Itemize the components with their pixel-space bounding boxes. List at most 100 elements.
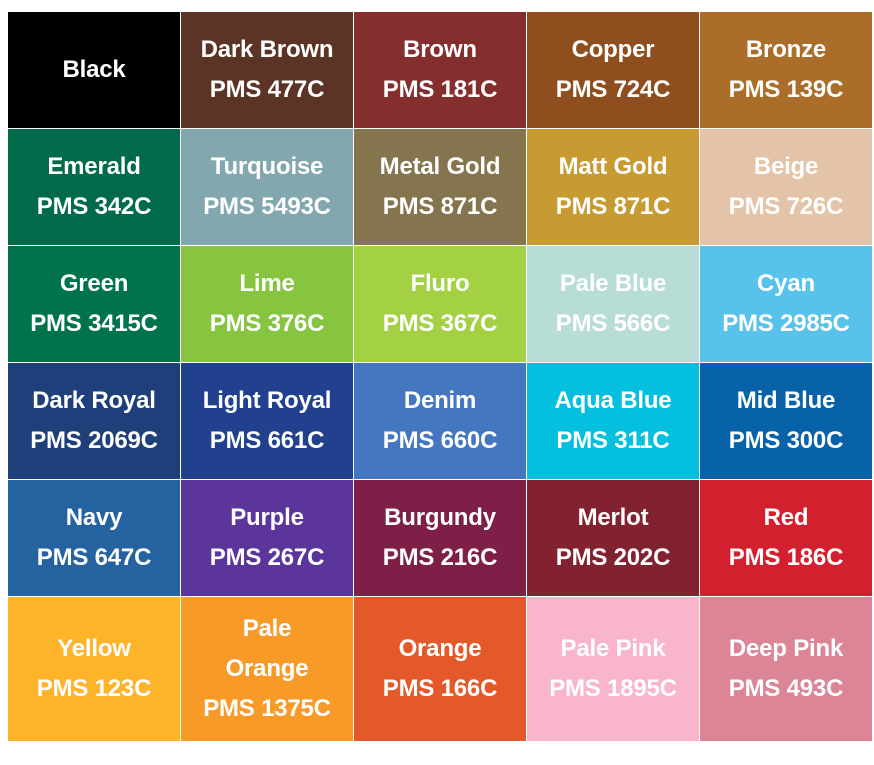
color-swatch: Metal Gold PMS 871C — [354, 129, 526, 245]
swatch-pms-code: PMS 477C — [209, 76, 325, 103]
swatch-color-name: Mid Blue — [736, 381, 836, 421]
swatch-pms-code: PMS 2069C — [30, 427, 158, 454]
color-swatch: Burgundy PMS 216C — [354, 480, 526, 596]
swatch-color-name: Purple — [230, 498, 304, 538]
color-swatch: Purple PMS 267C — [181, 480, 353, 596]
swatch-color-name-line: Denim — [403, 387, 477, 414]
swatch-color-name: Merlot — [578, 498, 649, 538]
swatch-color-name: Cyan — [757, 264, 815, 304]
color-swatch: Lime PMS 376C — [181, 246, 353, 362]
color-swatch: Brown PMS 181C — [354, 12, 526, 128]
swatch-color-name-line: Metal Gold — [379, 153, 501, 180]
color-swatch: Beige PMS 726C — [700, 129, 872, 245]
swatch-color-name-line: Dark Royal — [32, 387, 156, 414]
swatch-color-name: Green — [60, 264, 129, 304]
swatch-pms-code: PMS 661C — [209, 427, 325, 454]
swatch-pms-code: PMS 5493C — [203, 193, 331, 220]
swatch-color-name: Lime — [239, 264, 294, 304]
swatch-color-name-line: Red — [763, 504, 809, 531]
swatch-pms-code: PMS 300C — [728, 427, 844, 454]
color-swatch: Light Royal PMS 661C — [181, 363, 353, 479]
color-swatch: Dark Brown PMS 477C — [181, 12, 353, 128]
color-swatch: Merlot PMS 202C — [527, 480, 699, 596]
color-swatch: Bronze PMS 139C — [700, 12, 872, 128]
swatch-color-name: Metal Gold — [380, 147, 501, 187]
color-swatch: Cyan PMS 2985C — [700, 246, 872, 362]
swatch-pms-code: PMS 216C — [382, 544, 498, 571]
swatch-color-name-line: Matt Gold — [558, 153, 668, 180]
swatch-color-name: Fluro — [411, 264, 470, 304]
swatch-color-name-line: Yellow — [57, 635, 131, 662]
swatch-color-name: Dark Brown — [201, 30, 334, 70]
swatch-pms-code: PMS 1375C — [203, 695, 331, 722]
swatch-pms-code: PMS 367C — [382, 310, 498, 337]
color-swatch: Pale Pink PMS 1895C — [527, 597, 699, 741]
swatch-color-name-line: Copper — [571, 36, 655, 63]
color-swatch: Red PMS 186C — [700, 480, 872, 596]
swatch-color-name-line: Light Royal — [202, 387, 332, 414]
color-swatch: Orange PMS 166C — [354, 597, 526, 741]
swatch-color-name: Burgundy — [384, 498, 496, 538]
swatch-color-name: Deep Pink — [729, 629, 843, 669]
swatch-color-name: Orange — [399, 629, 482, 669]
swatch-color-name: Light Royal — [202, 381, 332, 421]
swatch-pms-code: PMS 1895C — [549, 675, 677, 702]
swatch-color-name-line: Cyan — [757, 270, 815, 297]
swatch-color-name: Red — [764, 498, 809, 538]
color-swatch: Copper PMS 724C — [527, 12, 699, 128]
color-swatch: Fluro PMS 367C — [354, 246, 526, 362]
swatch-pms-code: PMS 2985C — [722, 310, 850, 337]
color-swatch: Yellow PMS 123C — [8, 597, 180, 741]
swatch-color-name: Navy — [66, 498, 123, 538]
swatch-pms-code: PMS 566C — [555, 310, 671, 337]
swatch-color-name: Emerald — [47, 147, 141, 187]
swatch-color-name-line: Black — [62, 56, 126, 83]
swatch-pms-code: PMS 726C — [728, 193, 844, 220]
color-swatch: Denim PMS 660C — [354, 363, 526, 479]
swatch-color-name-line: Turquoise — [210, 153, 324, 180]
swatch-pms-code: PMS 342C — [36, 193, 152, 220]
swatch-color-name-line: Bronze — [745, 36, 827, 63]
swatch-color-name-line: Lime — [239, 270, 295, 297]
swatch-pms-code: PMS 871C — [555, 193, 671, 220]
swatch-pms-code: PMS 186C — [728, 544, 844, 571]
swatch-color-name: Black — [62, 50, 125, 90]
swatch-pms-code: PMS 647C — [36, 544, 152, 571]
color-swatch: Matt Gold PMS 871C — [527, 129, 699, 245]
swatch-color-name: Pale Orange — [226, 609, 309, 689]
swatch-color-name-line: Orange — [225, 655, 309, 682]
swatch-pms-code: PMS 376C — [209, 310, 325, 337]
swatch-pms-code: PMS 311C — [556, 427, 670, 454]
color-swatch: Black — [8, 12, 180, 128]
swatch-pms-code: PMS 267C — [209, 544, 325, 571]
swatch-color-name-line: Merlot — [577, 504, 649, 531]
swatch-color-name: Turquoise — [210, 147, 324, 187]
swatch-pms-code: PMS 139C — [728, 76, 844, 103]
swatch-color-name-line: Mid Blue — [736, 387, 836, 414]
swatch-color-name: Beige — [753, 147, 819, 187]
color-swatch: Turquoise PMS 5493C — [181, 129, 353, 245]
swatch-pms-code: PMS 181C — [382, 76, 498, 103]
swatch-color-name-line: Emerald — [47, 153, 141, 180]
color-swatch: Mid Blue PMS 300C — [700, 363, 872, 479]
color-swatch: Aqua Blue PMS 311C — [527, 363, 699, 479]
swatch-color-name: Brown — [403, 30, 477, 70]
swatch-color-name: Matt Gold — [559, 147, 668, 187]
swatch-pms-code: PMS 202C — [555, 544, 671, 571]
swatch-color-name-line: Aqua Blue — [554, 387, 672, 414]
swatch-color-name-line: Pale Pink — [560, 635, 666, 662]
swatch-color-name-line: Brown — [403, 36, 477, 63]
swatch-pms-code: PMS 166C — [382, 675, 498, 702]
color-swatch-grid: Black Dark Brown PMS 477C Brown PMS 181C Copp… — [8, 12, 872, 756]
color-swatch: Green PMS 3415C — [8, 246, 180, 362]
swatch-pms-code: PMS 123C — [36, 675, 152, 702]
color-swatch: Deep Pink PMS 493C — [700, 597, 872, 741]
swatch-color-name-line: Pale — [242, 615, 292, 642]
swatch-color-name-line: Beige — [753, 153, 819, 180]
swatch-color-name-line: Purple — [230, 504, 304, 531]
swatch-color-name-line: Deep Pink — [728, 635, 844, 662]
swatch-color-name-line: Navy — [65, 504, 123, 531]
swatch-color-name-line: Fluro — [410, 270, 470, 297]
swatch-color-name: Dark Royal — [32, 381, 156, 421]
swatch-color-name-line: Dark Brown — [200, 36, 334, 63]
